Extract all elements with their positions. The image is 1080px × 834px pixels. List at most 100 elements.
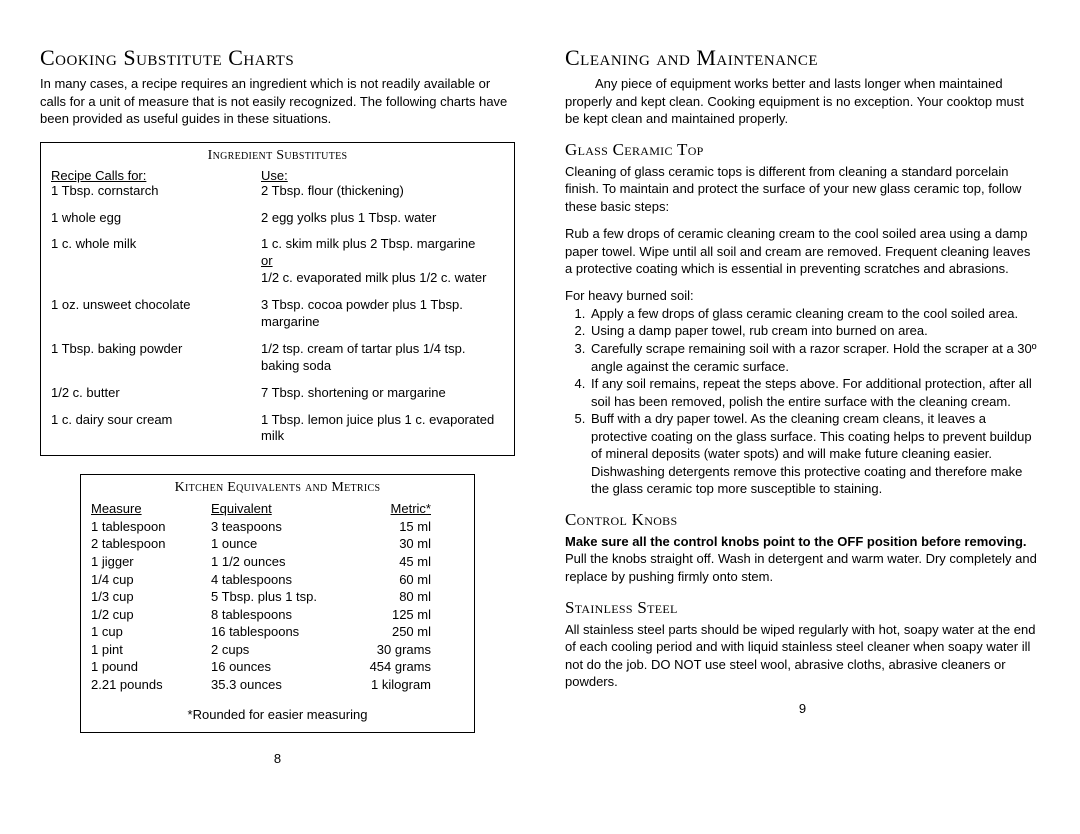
ingredient-substitutes-table: Ingredient Substitutes Recipe Calls for:…	[40, 142, 515, 457]
table1-header-right: Use:	[261, 168, 504, 183]
equiv-cell: 8 tablespoons	[211, 606, 356, 624]
list-item: Carefully scrape remaining soil with a r…	[589, 340, 1040, 375]
table-row: 1 c. whole milk1 c. skim milk plus 2 Tbs…	[51, 236, 504, 287]
left-page-number: 8	[40, 751, 515, 766]
table2-h1: Measure	[91, 500, 211, 518]
equiv-cell: 2 tablespoon	[91, 535, 211, 553]
equiv-cell: 45 ml	[356, 553, 431, 571]
table2-title: Kitchen Equivalents and Metrics	[91, 477, 464, 500]
recipe-calls-for: 1 c. dairy sour cream	[51, 412, 261, 446]
stainless-p1: All stainless steel parts should be wipe…	[565, 621, 1040, 691]
recipe-calls-for: 1 c. whole milk	[51, 236, 261, 287]
table2-body: 1 tablespoon3 teaspoons15 ml2 tablespoon…	[91, 518, 464, 693]
table-row: 1 whole egg2 egg yolks plus 1 Tbsp. wate…	[51, 210, 504, 227]
glass-p2: Rub a few drops of ceramic cleaning crea…	[565, 225, 1040, 278]
right-heading: Cleaning and Maintenance	[565, 45, 1040, 71]
table2-h3: Metric*	[356, 500, 431, 518]
table-row: 1 Tbsp. baking powder1/2 tsp. cream of t…	[51, 341, 504, 375]
substitute-use: 2 egg yolks plus 1 Tbsp. water	[261, 210, 504, 227]
left-intro: In many cases, a recipe requires an ingr…	[40, 75, 515, 128]
glass-ceramic-title: Glass Ceramic Top	[565, 140, 1040, 160]
substitute-use: 3 Tbsp. cocoa powder plus 1 Tbsp. margar…	[261, 297, 504, 331]
stainless-title: Stainless Steel	[565, 598, 1040, 618]
table-row: 1 jigger1 1/2 ounces45 ml	[91, 553, 464, 571]
table-row: 1/2 cup8 tablespoons125 ml	[91, 606, 464, 624]
table-row: 1 cup16 tablespoons250 ml	[91, 623, 464, 641]
knobs-bold: Make sure all the control knobs point to…	[565, 534, 1027, 549]
recipe-calls-for: 1/2 c. butter	[51, 385, 261, 402]
equiv-cell: 16 ounces	[211, 658, 356, 676]
equiv-cell: 1 ounce	[211, 535, 356, 553]
table-row: 1 Tbsp. cornstarch2 Tbsp. flour (thicken…	[51, 183, 504, 200]
table-row: 1/3 cup5 Tbsp. plus 1 tsp.80 ml	[91, 588, 464, 606]
equiv-cell: 250 ml	[356, 623, 431, 641]
equiv-cell: 454 grams	[356, 658, 431, 676]
right-page: Cleaning and Maintenance Any piece of eq…	[565, 45, 1040, 766]
table-row: 1 tablespoon3 teaspoons15 ml	[91, 518, 464, 536]
equiv-cell: 4 tablespoons	[211, 571, 356, 589]
list-item: Using a damp paper towel, rub cream into…	[589, 322, 1040, 340]
glass-steps-list: Apply a few drops of glass ceramic clean…	[565, 305, 1040, 498]
equiv-cell: 5 Tbsp. plus 1 tsp.	[211, 588, 356, 606]
list-item: Apply a few drops of glass ceramic clean…	[589, 305, 1040, 323]
glass-p3: For heavy burned soil:	[565, 288, 1040, 303]
table2-header-row: Measure Equivalent Metric*	[91, 500, 464, 518]
table-row: 2 tablespoon1 ounce30 ml	[91, 535, 464, 553]
equiv-cell: 2 cups	[211, 641, 356, 659]
table2-footnote: *Rounded for easier measuring	[91, 707, 464, 722]
control-knobs-title: Control Knobs	[565, 510, 1040, 530]
equiv-cell: 1 pint	[91, 641, 211, 659]
list-item: Buff with a dry paper towel. As the clea…	[589, 410, 1040, 498]
table-row: 1 oz. unsweet chocolate3 Tbsp. cocoa pow…	[51, 297, 504, 331]
equiv-cell: 15 ml	[356, 518, 431, 536]
equiv-cell: 1/2 cup	[91, 606, 211, 624]
equiv-cell: 1 cup	[91, 623, 211, 641]
list-item: If any soil remains, repeat the steps ab…	[589, 375, 1040, 410]
equiv-cell: 1/3 cup	[91, 588, 211, 606]
equiv-cell: 1 pound	[91, 658, 211, 676]
table1-body: 1 Tbsp. cornstarch2 Tbsp. flour (thicken…	[51, 183, 504, 446]
table-row: 1/4 cup4 tablespoons60 ml	[91, 571, 464, 589]
right-page-number: 9	[565, 701, 1040, 716]
left-page: Cooking Substitute Charts In many cases,…	[40, 45, 515, 766]
table-row: 1 pint2 cups30 grams	[91, 641, 464, 659]
equiv-cell: 3 teaspoons	[211, 518, 356, 536]
equiv-cell: 60 ml	[356, 571, 431, 589]
knobs-rest: Pull the knobs straight off. Wash in det…	[565, 551, 1037, 584]
table2-h2: Equivalent	[211, 500, 356, 518]
equiv-cell: 80 ml	[356, 588, 431, 606]
equiv-cell: 125 ml	[356, 606, 431, 624]
equiv-cell: 35.3 ounces	[211, 676, 356, 694]
recipe-calls-for: 1 whole egg	[51, 210, 261, 227]
substitute-use: 1 Tbsp. lemon juice plus 1 c. evaporated…	[261, 412, 504, 446]
table-row: 1/2 c. butter7 Tbsp. shortening or marga…	[51, 385, 504, 402]
equiv-cell: 1 jigger	[91, 553, 211, 571]
left-heading: Cooking Substitute Charts	[40, 45, 515, 71]
substitute-use: 1/2 tsp. cream of tartar plus 1/4 tsp. b…	[261, 341, 504, 375]
substitute-use: 1 c. skim milk plus 2 Tbsp. margarineor1…	[261, 236, 504, 287]
equiv-cell: 1 kilogram	[356, 676, 431, 694]
equiv-cell: 1/4 cup	[91, 571, 211, 589]
control-knobs-text: Make sure all the control knobs point to…	[565, 533, 1040, 586]
equiv-cell: 30 ml	[356, 535, 431, 553]
equiv-cell: 2.21 pounds	[91, 676, 211, 694]
equiv-cell: 1 tablespoon	[91, 518, 211, 536]
page-spread: Cooking Substitute Charts In many cases,…	[0, 0, 1080, 786]
table1-title: Ingredient Substitutes	[51, 145, 504, 168]
table-row: 1 pound16 ounces454 grams	[91, 658, 464, 676]
substitute-use: 2 Tbsp. flour (thickening)	[261, 183, 504, 200]
table-row: 2.21 pounds35.3 ounces1 kilogram	[91, 676, 464, 694]
equiv-cell: 30 grams	[356, 641, 431, 659]
substitute-use: 7 Tbsp. shortening or margarine	[261, 385, 504, 402]
recipe-calls-for: 1 oz. unsweet chocolate	[51, 297, 261, 331]
recipe-calls-for: 1 Tbsp. baking powder	[51, 341, 261, 375]
recipe-calls-for: 1 Tbsp. cornstarch	[51, 183, 261, 200]
equivalents-table: Kitchen Equivalents and Metrics Measure …	[80, 474, 475, 733]
table1-header-left: Recipe Calls for:	[51, 168, 261, 183]
right-intro: Any piece of equipment works better and …	[565, 75, 1040, 128]
equiv-cell: 16 tablespoons	[211, 623, 356, 641]
table1-header-row: Recipe Calls for: Use:	[51, 168, 504, 183]
glass-p1: Cleaning of glass ceramic tops is differ…	[565, 163, 1040, 216]
equiv-cell: 1 1/2 ounces	[211, 553, 356, 571]
table-row: 1 c. dairy sour cream1 Tbsp. lemon juice…	[51, 412, 504, 446]
